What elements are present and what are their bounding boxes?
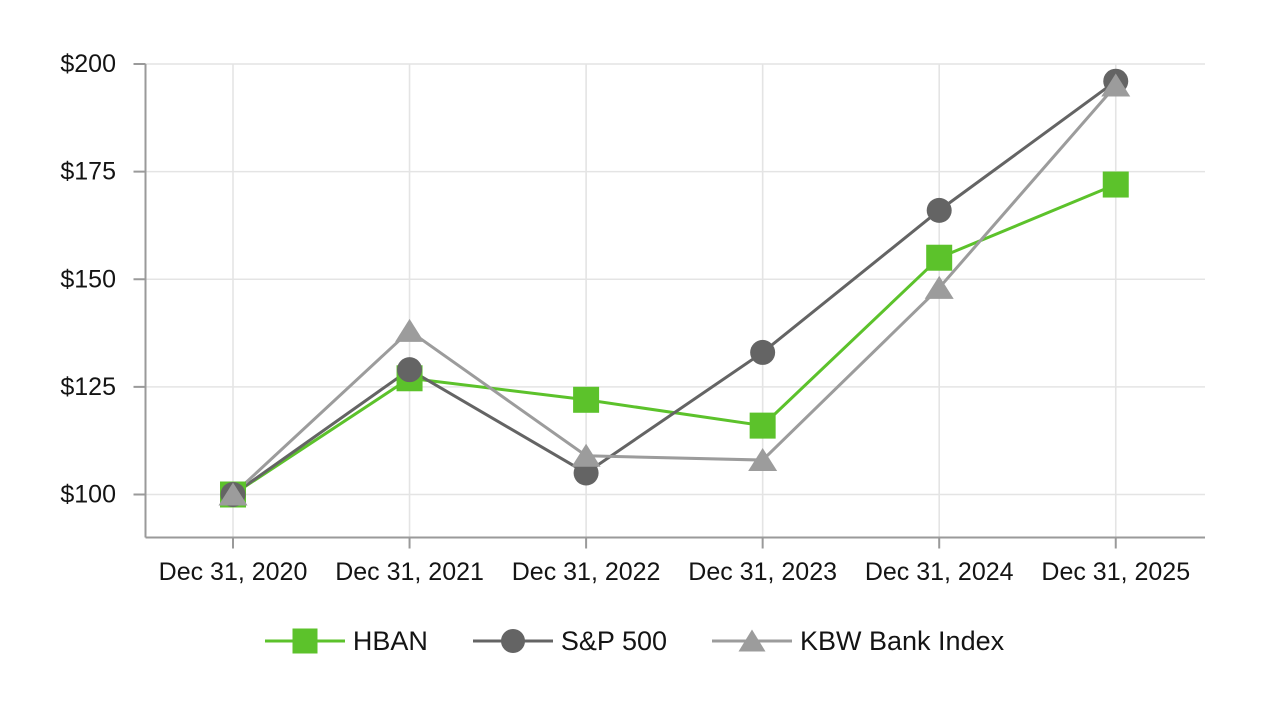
marker-kbw-bank-index-5 (1101, 73, 1131, 97)
x-tick-label: Dec 31, 2021 (335, 558, 484, 586)
x-tick-label: Dec 31, 2020 (159, 558, 308, 586)
y-tick-label: $150 (60, 265, 116, 293)
legend-label-hban: HBAN (352, 625, 428, 656)
marker-kbw-bank-index-2 (571, 443, 601, 467)
marker-hban-5 (1102, 171, 1129, 198)
marker-hban-3 (749, 412, 776, 439)
marker-hban-2 (573, 386, 600, 413)
y-tick-label: $175 (60, 158, 116, 186)
legend: HBAN S&P 500 KBW Bank Index (0, 616, 1268, 666)
x-tick-label: Dec 31, 2023 (688, 558, 837, 586)
legend-swatch-kbw-bank-index (712, 629, 792, 652)
series-line-kbw-bank-index (231, 84, 1117, 496)
legend-s-p-500-circle-icon (500, 629, 525, 653)
x-tick-label: Dec 31, 2024 (865, 558, 1014, 586)
marker-kbw-bank-index-1 (395, 318, 425, 342)
marker-s-p-500-1 (397, 357, 423, 383)
marker-kbw-bank-index-4 (924, 275, 954, 299)
legend-swatch-s-p-500 (472, 629, 553, 653)
marker-kbw-bank-index-0 (218, 482, 248, 506)
series-line-hban (232, 183, 1117, 496)
marker-hban-4 (926, 244, 953, 271)
legend-swatch-hban (264, 628, 345, 654)
marker-kbw-bank-index-3 (748, 448, 778, 472)
y-tick-label: $200 (60, 50, 116, 78)
y-tick-label: $100 (60, 481, 116, 509)
marker-s-p-500-3 (750, 339, 776, 365)
marker-s-p-500-4 (926, 197, 952, 223)
legend-item-kbw-bank-index: KBW Bank Index (711, 618, 1004, 664)
legend-kbw-bank-index-triangle-icon (738, 629, 766, 652)
legend-item-s-p-500: S&P 500 (472, 618, 667, 664)
x-tick-label: Dec 31, 2025 (1041, 558, 1190, 586)
series-line-s-p-500 (232, 80, 1117, 496)
legend-item-hban: HBAN (264, 618, 428, 664)
x-tick-label: Dec 31, 2022 (512, 558, 661, 586)
y-tick-label: $125 (60, 373, 116, 401)
legend-hban-square-icon (292, 628, 318, 654)
legend-label-kbw-bank-index: KBW Bank Index (800, 625, 1005, 656)
legend-label-s-p-500: S&P 500 (560, 625, 667, 656)
